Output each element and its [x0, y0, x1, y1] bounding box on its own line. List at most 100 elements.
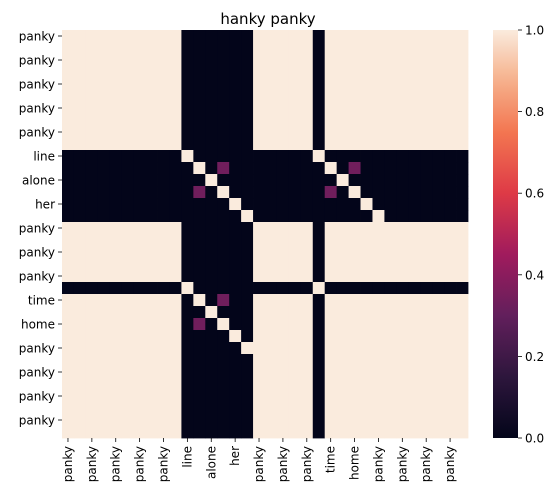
- heatmap-cell: [420, 78, 433, 91]
- heatmap-cell: [348, 342, 361, 355]
- heatmap-cell: [408, 186, 421, 199]
- heatmap-cell: [205, 390, 218, 403]
- x-tick-label: panky: [85, 446, 99, 482]
- heatmap-cell: [193, 414, 206, 427]
- heatmap-cell: [336, 138, 349, 151]
- heatmap-cell: [121, 330, 135, 343]
- heatmap-cell: [253, 186, 266, 199]
- heatmap-cell: [372, 318, 385, 331]
- heatmap-cell: [384, 246, 397, 259]
- heatmap-cell: [265, 366, 278, 379]
- heatmap-cell: [97, 378, 111, 391]
- heatmap-cell: [348, 366, 361, 379]
- heatmap-cell: [241, 342, 254, 355]
- heatmap-cell: [97, 42, 111, 55]
- heatmap-cell: [312, 282, 326, 295]
- heatmap-cell: [62, 282, 75, 295]
- heatmap-cell: [456, 186, 469, 199]
- heatmap-cell: [97, 186, 111, 199]
- heatmap-cell: [456, 126, 469, 139]
- heatmap-cell: [456, 210, 469, 223]
- heatmap-cell: [444, 30, 457, 43]
- heatmap-cell: [85, 414, 99, 427]
- heatmap-cell: [384, 174, 397, 187]
- heatmap-cell: [229, 78, 242, 91]
- heatmap-cell: [85, 282, 99, 295]
- heatmap-cell: [300, 318, 314, 331]
- heatmap-cell: [408, 162, 421, 175]
- colorbar-tick-label: 0.6: [525, 187, 544, 201]
- heatmap-cell: [384, 270, 397, 283]
- heatmap-cell: [348, 234, 361, 247]
- heatmap-cell: [73, 78, 87, 91]
- heatmap-cell: [97, 222, 111, 235]
- y-tick-label: home: [21, 318, 55, 332]
- heatmap-cell: [241, 222, 254, 235]
- x-tick-label: panky: [395, 446, 409, 482]
- heatmap-cell: [181, 66, 194, 79]
- heatmap-cell: [181, 30, 194, 43]
- heatmap-cell: [384, 414, 397, 427]
- heatmap-cell: [169, 258, 182, 271]
- heatmap-cell: [300, 306, 314, 319]
- heatmap-cell: [420, 366, 433, 379]
- heatmap-cell: [241, 78, 254, 91]
- heatmap-cell: [420, 318, 433, 331]
- heatmap-cell: [384, 150, 397, 163]
- heatmap-cell: [97, 330, 111, 343]
- heatmap-cell: [121, 210, 135, 223]
- heatmap-cell: [312, 402, 326, 415]
- heatmap-cell: [360, 246, 373, 259]
- heatmap-cells: [62, 30, 469, 439]
- heatmap-cell: [62, 42, 75, 55]
- heatmap-cell: [109, 414, 123, 427]
- heatmap-cell: [217, 402, 230, 415]
- heatmap-cell: [133, 162, 146, 175]
- heatmap-cell: [300, 210, 314, 223]
- heatmap-cell: [73, 294, 87, 307]
- heatmap-cell: [312, 54, 326, 67]
- heatmap-cell: [432, 114, 445, 127]
- heatmap-cell: [133, 306, 146, 319]
- heatmap-cell: [396, 270, 409, 283]
- heatmap-cell: [288, 234, 302, 247]
- heatmap-cell: [432, 210, 445, 223]
- heatmap-cell: [396, 366, 409, 379]
- heatmap-cell: [276, 222, 290, 235]
- heatmap-cell: [85, 330, 99, 343]
- heatmap-cell: [85, 366, 99, 379]
- y-tick-label: panky: [19, 414, 55, 428]
- heatmap-cell: [97, 390, 111, 403]
- heatmap-cell: [97, 102, 111, 115]
- heatmap-cell: [396, 258, 409, 271]
- heatmap-cell: [97, 402, 111, 415]
- heatmap-cell: [62, 234, 75, 247]
- heatmap-cell: [62, 150, 75, 163]
- heatmap-cell: [288, 42, 302, 55]
- heatmap-cell: [312, 378, 326, 391]
- heatmap-cell: [288, 198, 302, 211]
- heatmap-cell: [456, 162, 469, 175]
- heatmap-cell: [276, 162, 290, 175]
- heatmap-cell: [432, 366, 445, 379]
- heatmap-cell: [97, 246, 111, 259]
- heatmap-cell: [205, 54, 218, 67]
- heatmap-cell: [97, 138, 111, 151]
- heatmap-cell: [372, 114, 385, 127]
- heatmap-cell: [265, 282, 278, 295]
- heatmap-cell: [348, 354, 361, 367]
- heatmap-cell: [420, 174, 433, 187]
- heatmap-cell: [360, 318, 373, 331]
- heatmap-cell: [360, 354, 373, 367]
- heatmap-cell: [312, 342, 326, 355]
- heatmap-cell: [181, 342, 194, 355]
- heatmap-cell: [85, 90, 99, 103]
- heatmap-cell: [97, 90, 111, 103]
- heatmap-cell: [73, 318, 87, 331]
- heatmap-cell: [300, 282, 314, 295]
- heatmap-cell: [62, 318, 75, 331]
- heatmap-cell: [121, 150, 135, 163]
- heatmap-cell: [157, 114, 170, 127]
- heatmap-cell: [336, 306, 349, 319]
- heatmap-cell: [85, 66, 99, 79]
